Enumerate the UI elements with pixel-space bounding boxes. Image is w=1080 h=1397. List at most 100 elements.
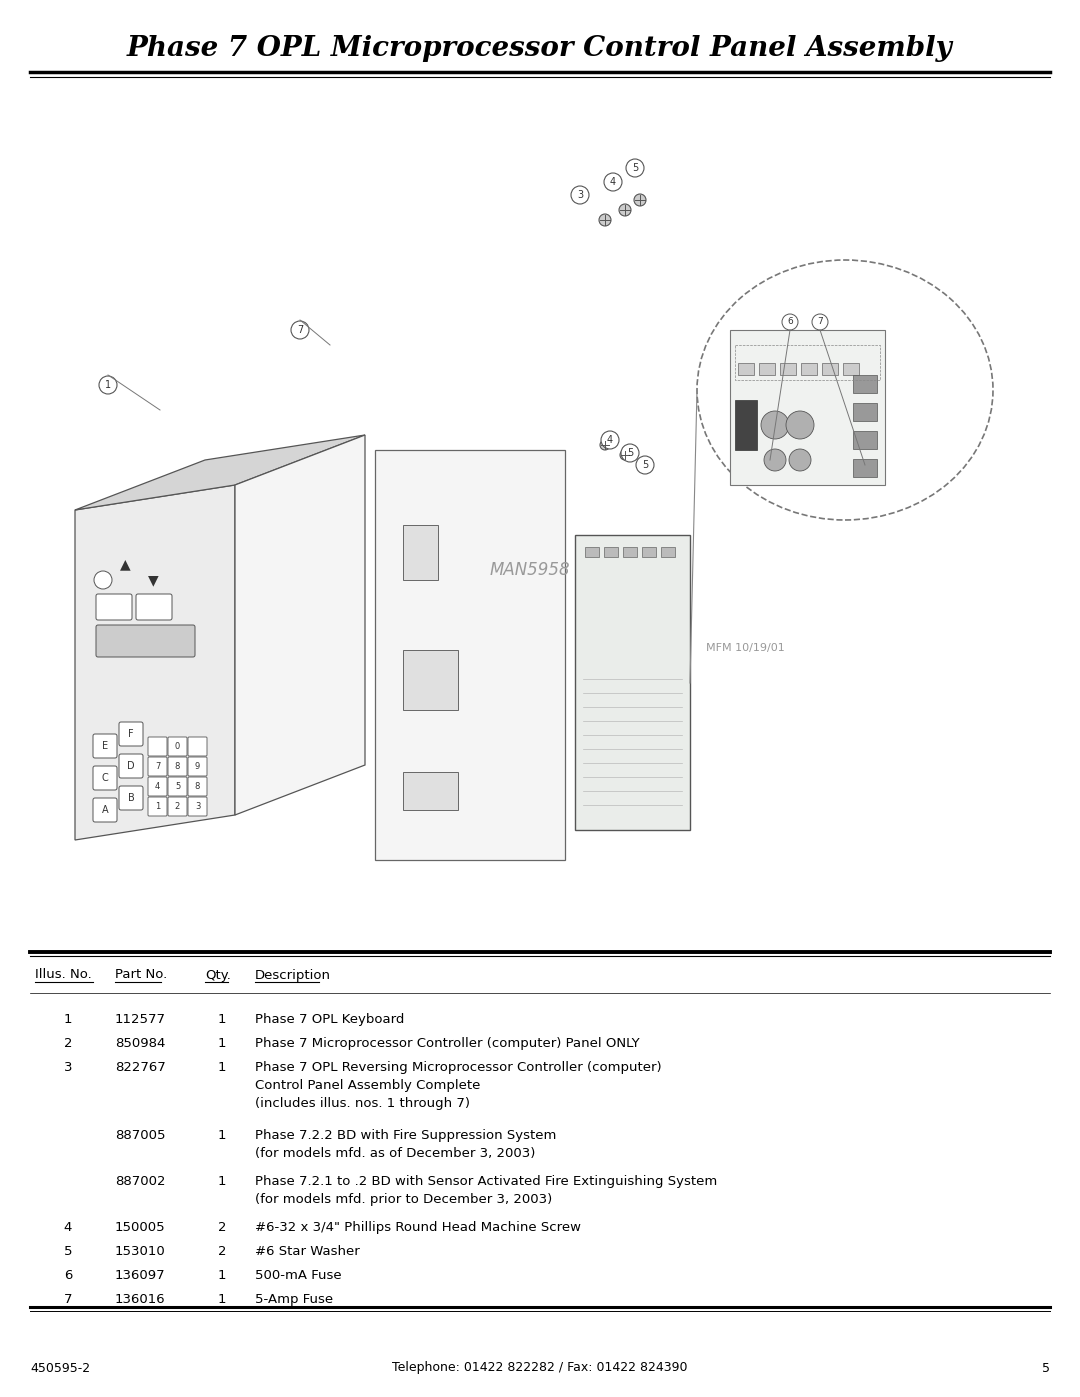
FancyBboxPatch shape (119, 787, 143, 810)
FancyBboxPatch shape (604, 548, 618, 557)
Polygon shape (575, 535, 690, 830)
Text: 2: 2 (64, 1037, 72, 1051)
Text: D: D (127, 761, 135, 771)
Text: 1: 1 (64, 1013, 72, 1025)
Text: Phase 7 OPL Keyboard: Phase 7 OPL Keyboard (255, 1013, 404, 1025)
Text: 8: 8 (175, 761, 180, 771)
Text: Part No.: Part No. (114, 968, 167, 982)
Text: 1: 1 (218, 1037, 226, 1051)
Text: 1: 1 (105, 380, 111, 390)
Circle shape (599, 214, 611, 226)
Text: B: B (127, 793, 134, 803)
Text: Phase 7.2.2 BD with Fire Suppression System
(for models mfd. as of December 3, 2: Phase 7.2.2 BD with Fire Suppression Sys… (255, 1129, 556, 1160)
FancyBboxPatch shape (759, 363, 775, 374)
Text: 5-Amp Fuse: 5-Amp Fuse (255, 1294, 333, 1306)
Text: 887002: 887002 (114, 1175, 165, 1187)
Text: C: C (102, 773, 108, 782)
FancyBboxPatch shape (585, 548, 599, 557)
FancyBboxPatch shape (96, 594, 132, 620)
Polygon shape (235, 434, 365, 814)
Text: 1: 1 (218, 1175, 226, 1187)
Text: A: A (102, 805, 108, 814)
Text: 4: 4 (610, 177, 616, 187)
FancyBboxPatch shape (403, 650, 458, 710)
FancyBboxPatch shape (623, 548, 637, 557)
Ellipse shape (697, 260, 993, 520)
Text: MFM 10/19/01: MFM 10/19/01 (705, 643, 784, 652)
Text: 4: 4 (154, 782, 160, 791)
FancyBboxPatch shape (642, 548, 656, 557)
Text: 5: 5 (1042, 1362, 1050, 1375)
FancyBboxPatch shape (168, 777, 187, 796)
Circle shape (620, 450, 630, 460)
Text: 500-mA Fuse: 500-mA Fuse (255, 1268, 341, 1282)
Polygon shape (375, 450, 565, 861)
Text: Phase 7 Microprocessor Controller (computer) Panel ONLY: Phase 7 Microprocessor Controller (compu… (255, 1037, 639, 1051)
Text: 5: 5 (632, 163, 638, 173)
Text: Illus. No.: Illus. No. (35, 968, 92, 982)
FancyBboxPatch shape (853, 460, 877, 476)
Circle shape (619, 204, 631, 217)
FancyBboxPatch shape (148, 738, 167, 756)
Circle shape (789, 448, 811, 471)
Text: 112577: 112577 (114, 1013, 166, 1025)
Text: 3: 3 (194, 802, 200, 812)
FancyBboxPatch shape (168, 738, 187, 756)
Polygon shape (75, 485, 235, 840)
Text: #6-32 x 3/4" Phillips Round Head Machine Screw: #6-32 x 3/4" Phillips Round Head Machine… (255, 1221, 581, 1234)
FancyBboxPatch shape (853, 374, 877, 393)
Circle shape (634, 194, 646, 205)
FancyBboxPatch shape (119, 754, 143, 778)
Text: 6: 6 (64, 1268, 72, 1282)
Circle shape (604, 173, 622, 191)
Text: 5: 5 (642, 460, 648, 469)
Text: #6 Star Washer: #6 Star Washer (255, 1245, 360, 1259)
Text: 2: 2 (175, 802, 180, 812)
Circle shape (621, 444, 639, 462)
Text: 887005: 887005 (114, 1129, 165, 1141)
Text: 1: 1 (218, 1294, 226, 1306)
FancyBboxPatch shape (853, 432, 877, 448)
FancyBboxPatch shape (148, 798, 167, 816)
FancyBboxPatch shape (188, 738, 207, 756)
FancyBboxPatch shape (119, 722, 143, 746)
Text: Phase 7 OPL Reversing Microprocessor Controller (computer)
Control Panel Assembl: Phase 7 OPL Reversing Microprocessor Con… (255, 1060, 662, 1111)
Circle shape (600, 440, 610, 450)
Text: 3: 3 (64, 1060, 72, 1074)
Circle shape (626, 159, 644, 177)
FancyBboxPatch shape (801, 363, 816, 374)
Text: Telephone: 01422 822282 / Fax: 01422 824390: Telephone: 01422 822282 / Fax: 01422 824… (392, 1362, 688, 1375)
Text: 1: 1 (218, 1268, 226, 1282)
Text: 850984: 850984 (114, 1037, 165, 1051)
Circle shape (636, 455, 654, 474)
Text: 150005: 150005 (114, 1221, 165, 1234)
Text: 1: 1 (218, 1129, 226, 1141)
FancyBboxPatch shape (136, 594, 172, 620)
Text: Description: Description (255, 968, 330, 982)
Text: 6: 6 (787, 317, 793, 327)
Text: 2: 2 (218, 1245, 226, 1259)
Text: 822767: 822767 (114, 1060, 165, 1074)
Text: 5: 5 (626, 448, 633, 458)
Text: 7: 7 (64, 1294, 72, 1306)
Text: 136097: 136097 (114, 1268, 165, 1282)
FancyBboxPatch shape (738, 363, 754, 374)
Circle shape (99, 376, 117, 394)
Text: E: E (102, 740, 108, 752)
Text: 1: 1 (154, 802, 160, 812)
Circle shape (291, 321, 309, 339)
FancyBboxPatch shape (661, 548, 675, 557)
FancyBboxPatch shape (93, 766, 117, 789)
Text: Qty.: Qty. (205, 968, 231, 982)
Circle shape (812, 314, 828, 330)
FancyBboxPatch shape (148, 757, 167, 775)
Text: 7: 7 (297, 326, 303, 335)
FancyBboxPatch shape (93, 798, 117, 821)
Text: 4: 4 (607, 434, 613, 446)
Text: Phase 7 OPL Microprocessor Control Panel Assembly: Phase 7 OPL Microprocessor Control Panel… (127, 35, 953, 61)
Text: ▼: ▼ (148, 573, 159, 587)
Text: 7: 7 (818, 317, 823, 327)
FancyBboxPatch shape (93, 733, 117, 759)
FancyBboxPatch shape (148, 777, 167, 796)
FancyBboxPatch shape (96, 624, 195, 657)
